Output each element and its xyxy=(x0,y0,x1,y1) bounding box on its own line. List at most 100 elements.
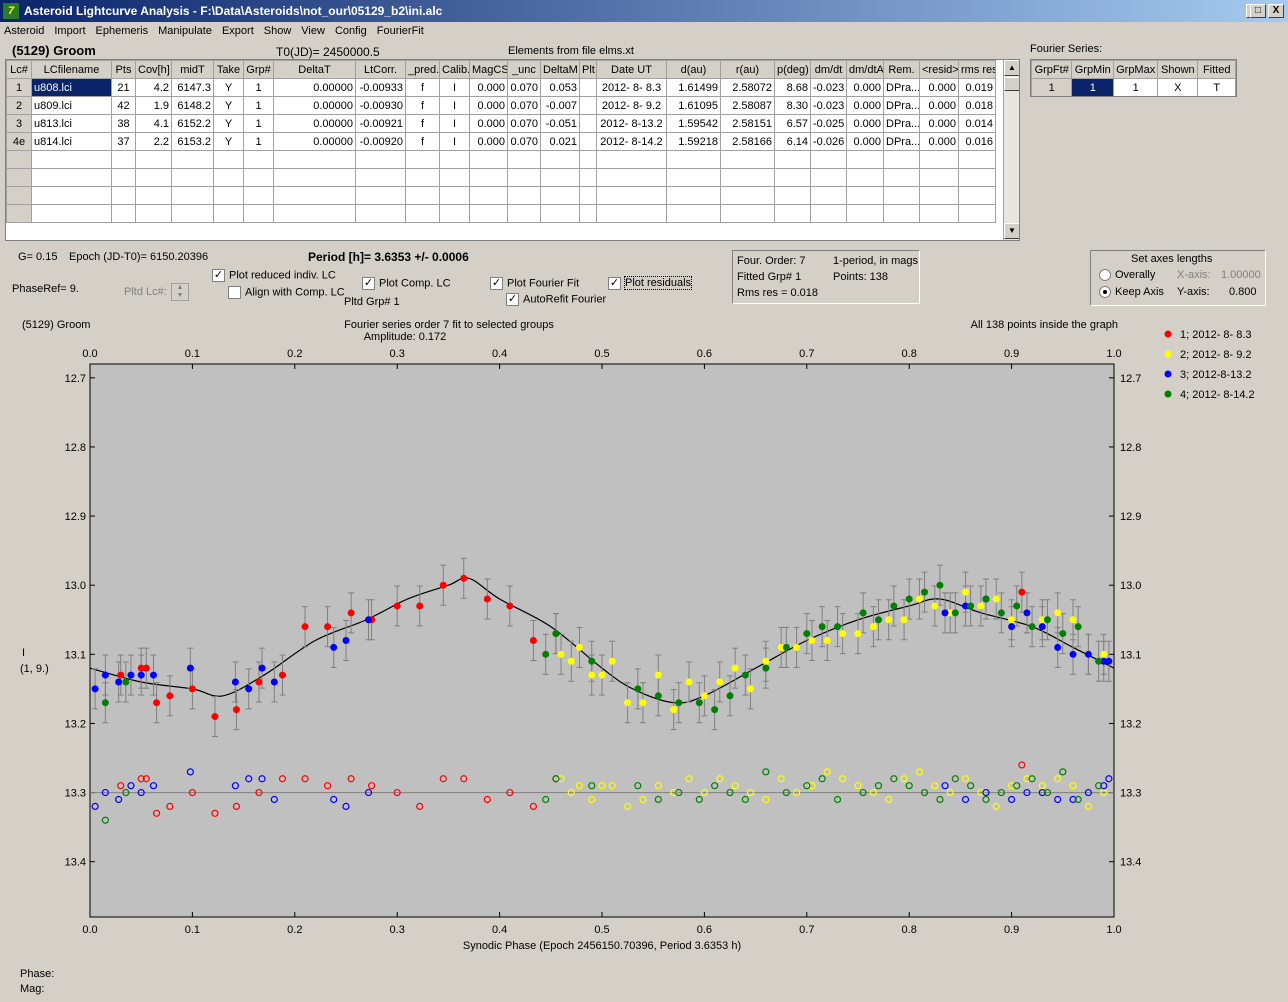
lightcurve-plot[interactable]: (5129) Groom Fourier series order 7 fit … xyxy=(18,312,1270,957)
table-cell[interactable] xyxy=(213,186,244,205)
table-cell[interactable] xyxy=(439,150,470,169)
table-cell[interactable] xyxy=(273,150,356,169)
table-row[interactable]: 4e u814.lci 37 2.2 6153.2 Y 1 0.00000 -0.00920 f I… xyxy=(6,132,996,151)
table-cell[interactable]: 6153.2 xyxy=(171,132,214,151)
lc-col-header[interactable]: Lc# xyxy=(6,60,32,79)
table-cell[interactable]: 1 xyxy=(243,96,274,115)
table-cell[interactable] xyxy=(720,204,775,223)
table-cell[interactable]: u814.lci xyxy=(31,132,112,151)
plot-fourier-checkbox[interactable]: ✓ Plot Fourier Fit xyxy=(490,277,579,290)
table-cell[interactable]: DPra... xyxy=(883,78,920,97)
table-cell[interactable] xyxy=(135,168,172,187)
table-cell[interactable] xyxy=(666,168,721,187)
fourier-col-header[interactable]: Shown xyxy=(1157,60,1199,79)
plot-comp-checkbox[interactable]: ✓ Plot Comp. LC xyxy=(362,277,451,290)
fourier-col-header[interactable]: Fitted xyxy=(1197,60,1236,79)
table-cell[interactable] xyxy=(31,168,112,187)
table-cell[interactable]: 2012- 8-14.2 xyxy=(596,132,667,151)
lc-col-header[interactable]: Cov[h] xyxy=(135,60,172,79)
table-cell[interactable] xyxy=(171,204,214,223)
table-cell[interactable]: 0.070 xyxy=(507,78,541,97)
table-cell[interactable]: 3 xyxy=(6,114,32,133)
table-row[interactable]: 2 u809.lci 42 1.9 6148.2 Y 1 0.00000 -0.00930 f I 0… xyxy=(6,96,996,115)
table-cell[interactable]: DPra... xyxy=(883,96,920,115)
lc-col-header[interactable]: _pred. xyxy=(405,60,440,79)
table-cell[interactable]: 38 xyxy=(111,114,136,133)
table-cell[interactable]: 0.000 xyxy=(919,114,959,133)
table-cell[interactable] xyxy=(405,204,440,223)
lc-col-header[interactable]: DeltaT xyxy=(273,60,356,79)
table-cell[interactable]: 2.58087 xyxy=(720,96,775,115)
table-cell[interactable]: -0.051 xyxy=(540,114,580,133)
fourier-cell[interactable]: 1 xyxy=(1071,78,1115,96)
table-cell[interactable]: 0.070 xyxy=(507,114,541,133)
lc-col-header[interactable]: Rem. xyxy=(883,60,920,79)
table-cell[interactable] xyxy=(111,204,136,223)
table-cell[interactable]: 6152.2 xyxy=(171,114,214,133)
table-cell[interactable]: 1.59218 xyxy=(666,132,721,151)
lc-col-header[interactable]: midT xyxy=(171,60,214,79)
table-cell[interactable]: I xyxy=(439,114,470,133)
table-cell[interactable]: 0.000 xyxy=(846,132,884,151)
table-cell[interactable] xyxy=(273,186,356,205)
table-cell[interactable] xyxy=(720,168,775,187)
autorefit-checkbox[interactable]: ✓ AutoRefit Fourier xyxy=(506,293,606,306)
table-cell[interactable]: -0.00933 xyxy=(355,78,406,97)
table-row[interactable] xyxy=(6,186,996,205)
table-cell[interactable] xyxy=(596,204,667,223)
table-cell[interactable]: 37 xyxy=(111,132,136,151)
table-cell[interactable]: Y xyxy=(213,78,244,97)
table-cell[interactable] xyxy=(540,204,580,223)
table-row[interactable] xyxy=(6,204,996,223)
table-cell[interactable] xyxy=(469,168,508,187)
table-row[interactable] xyxy=(6,168,996,187)
table-cell[interactable]: 1.59542 xyxy=(666,114,721,133)
table-cell[interactable] xyxy=(919,186,959,205)
table-cell[interactable]: 6148.2 xyxy=(171,96,214,115)
menu-ephemeris[interactable]: Ephemeris xyxy=(95,25,149,37)
table-cell[interactable] xyxy=(355,150,406,169)
lc-col-header[interactable]: d(au) xyxy=(666,60,721,79)
table-cell[interactable]: 0.014 xyxy=(958,114,996,133)
table-cell[interactable] xyxy=(666,150,721,169)
table-cell[interactable] xyxy=(666,186,721,205)
table-cell[interactable]: 21 xyxy=(111,78,136,97)
window-titlebar[interactable]: 7 Asteroid Lightcurve Analysis - F:\Data… xyxy=(0,0,1288,22)
table-cell[interactable] xyxy=(883,186,920,205)
table-cell[interactable]: 8.68 xyxy=(774,78,811,97)
table-cell[interactable]: 0.070 xyxy=(507,132,541,151)
table-cell[interactable] xyxy=(111,168,136,187)
table-cell[interactable]: f xyxy=(405,96,440,115)
table-cell[interactable]: u808.lci xyxy=(31,78,112,97)
table-cell[interactable]: 1.61095 xyxy=(666,96,721,115)
table-row[interactable]: 3 u813.lci 38 4.1 6152.2 Y 1 0.00000 -0.00921 f I 0… xyxy=(6,114,996,133)
lc-col-header[interactable]: LtCorr. xyxy=(355,60,406,79)
table-cell[interactable]: f xyxy=(405,114,440,133)
table-cell[interactable] xyxy=(507,168,541,187)
fourier-table[interactable]: GrpFt# GrpMin GrpMax Shown Fitted 1 1 1 X T xyxy=(1030,59,1237,97)
fourier-col-header[interactable]: GrpMax xyxy=(1113,60,1159,79)
table-cell[interactable] xyxy=(243,204,274,223)
table-cell[interactable] xyxy=(213,204,244,223)
table-cell[interactable]: 0.016 xyxy=(958,132,996,151)
lc-col-header[interactable]: <resid> xyxy=(919,60,959,79)
table-cell[interactable] xyxy=(31,186,112,205)
table-cell[interactable] xyxy=(883,150,920,169)
table-cell[interactable] xyxy=(579,132,597,151)
align-checkbox[interactable]: Align with Comp. LC xyxy=(228,286,345,299)
table-cell[interactable]: u813.lci xyxy=(31,114,112,133)
lc-col-header[interactable]: MagCS xyxy=(469,60,508,79)
menu-fourierfit[interactable]: FourierFit xyxy=(376,25,424,37)
table-cell[interactable]: 0.053 xyxy=(540,78,580,97)
menu-asteroid[interactable]: Asteroid xyxy=(4,25,45,37)
table-cell[interactable]: DPra... xyxy=(883,132,920,151)
table-cell[interactable]: 2012- 8- 9.2 xyxy=(596,96,667,115)
table-cell[interactable] xyxy=(846,204,884,223)
table-cell[interactable]: 1 xyxy=(243,132,274,151)
table-cell[interactable] xyxy=(111,150,136,169)
table-cell[interactable]: DPra... xyxy=(883,114,920,133)
table-cell[interactable]: 0.000 xyxy=(469,114,508,133)
table-cell[interactable] xyxy=(810,150,847,169)
table-cell[interactable] xyxy=(774,150,811,169)
table-cell[interactable]: -0.00930 xyxy=(355,96,406,115)
